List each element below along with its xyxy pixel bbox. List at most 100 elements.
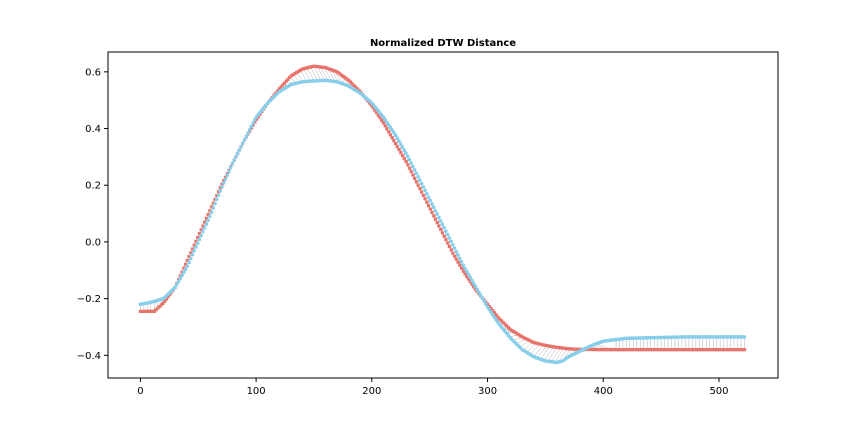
data-point xyxy=(188,256,193,261)
data-point xyxy=(387,130,391,134)
data-point xyxy=(249,124,254,129)
data-point xyxy=(150,309,155,313)
data-point xyxy=(628,348,632,352)
data-point xyxy=(560,346,564,350)
data-point xyxy=(498,317,502,321)
data-point xyxy=(564,346,568,351)
data-point xyxy=(286,77,290,81)
data-point xyxy=(213,201,217,206)
data-point xyxy=(397,148,401,152)
data-point xyxy=(490,312,495,317)
data-point xyxy=(159,303,163,307)
data-point xyxy=(642,348,646,352)
data-point xyxy=(708,348,712,352)
data-point xyxy=(392,130,396,135)
data-point xyxy=(371,105,375,110)
data-point xyxy=(204,222,209,226)
data-point xyxy=(228,165,233,170)
data-point xyxy=(222,179,226,183)
data-point xyxy=(609,348,613,352)
data-point xyxy=(662,348,667,352)
data-point xyxy=(220,184,224,189)
data-point xyxy=(237,148,242,152)
data-point xyxy=(430,210,434,215)
data-point xyxy=(307,65,311,70)
data-point xyxy=(154,308,158,312)
data-point xyxy=(709,348,714,352)
data-point xyxy=(475,287,479,292)
alignment-line xyxy=(544,346,554,361)
data-point xyxy=(336,71,340,75)
data-point xyxy=(345,77,349,81)
alignment-line xyxy=(540,346,551,360)
data-point xyxy=(203,220,207,224)
data-point xyxy=(650,348,655,352)
data-point xyxy=(482,299,486,303)
data-point xyxy=(654,348,658,352)
data-point xyxy=(284,79,288,83)
data-point xyxy=(425,200,429,204)
data-point xyxy=(727,348,731,352)
data-point xyxy=(407,166,412,170)
data-point xyxy=(223,177,228,181)
data-point xyxy=(735,348,740,352)
data-point xyxy=(616,348,620,352)
data-point xyxy=(409,170,413,174)
data-point xyxy=(432,214,436,218)
data-point xyxy=(380,118,384,122)
data-point xyxy=(452,246,457,250)
data-point xyxy=(538,342,542,346)
data-point xyxy=(192,249,197,253)
data-point xyxy=(657,348,661,352)
data-point xyxy=(373,108,377,112)
data-point xyxy=(706,348,710,352)
data-point xyxy=(617,348,622,352)
data-point xyxy=(517,333,521,337)
data-point xyxy=(567,347,571,351)
data-point xyxy=(442,225,446,230)
data-point xyxy=(190,252,195,257)
data-point xyxy=(553,345,557,349)
data-point xyxy=(301,67,306,71)
data-point xyxy=(295,70,299,75)
plot-area-frame xyxy=(107,51,779,379)
data-point xyxy=(413,176,417,181)
data-point xyxy=(438,219,443,223)
data-point xyxy=(194,245,198,249)
y-tick-label: 0.0 xyxy=(85,237,101,248)
data-point xyxy=(624,348,629,352)
y-tick-label: 0.4 xyxy=(85,124,101,135)
data-point xyxy=(456,260,460,264)
data-point xyxy=(475,289,479,294)
data-point xyxy=(518,334,523,338)
x-tick-label: 0 xyxy=(137,386,143,397)
data-point xyxy=(402,148,407,152)
data-point xyxy=(539,342,543,347)
data-point xyxy=(439,227,443,232)
data-point xyxy=(426,195,431,199)
data-point xyxy=(487,307,492,312)
data-point xyxy=(393,133,398,138)
data-point xyxy=(501,320,505,325)
data-point xyxy=(218,189,223,193)
data-point xyxy=(694,348,698,352)
data-point xyxy=(489,306,493,311)
data-point xyxy=(288,75,292,79)
data-point xyxy=(484,302,488,306)
data-point xyxy=(494,313,498,317)
data-point xyxy=(643,348,648,352)
data-point xyxy=(666,348,670,352)
alignment-line xyxy=(533,344,544,357)
data-point xyxy=(178,276,183,281)
data-point xyxy=(605,348,609,352)
data-point xyxy=(451,251,455,255)
data-point xyxy=(454,257,458,261)
data-point xyxy=(322,65,326,70)
data-point xyxy=(600,348,604,352)
data-point xyxy=(291,73,295,77)
data-point xyxy=(367,101,372,105)
data-point xyxy=(423,188,427,193)
data-point xyxy=(352,83,356,88)
data-point xyxy=(647,348,651,352)
data-point xyxy=(166,295,170,299)
